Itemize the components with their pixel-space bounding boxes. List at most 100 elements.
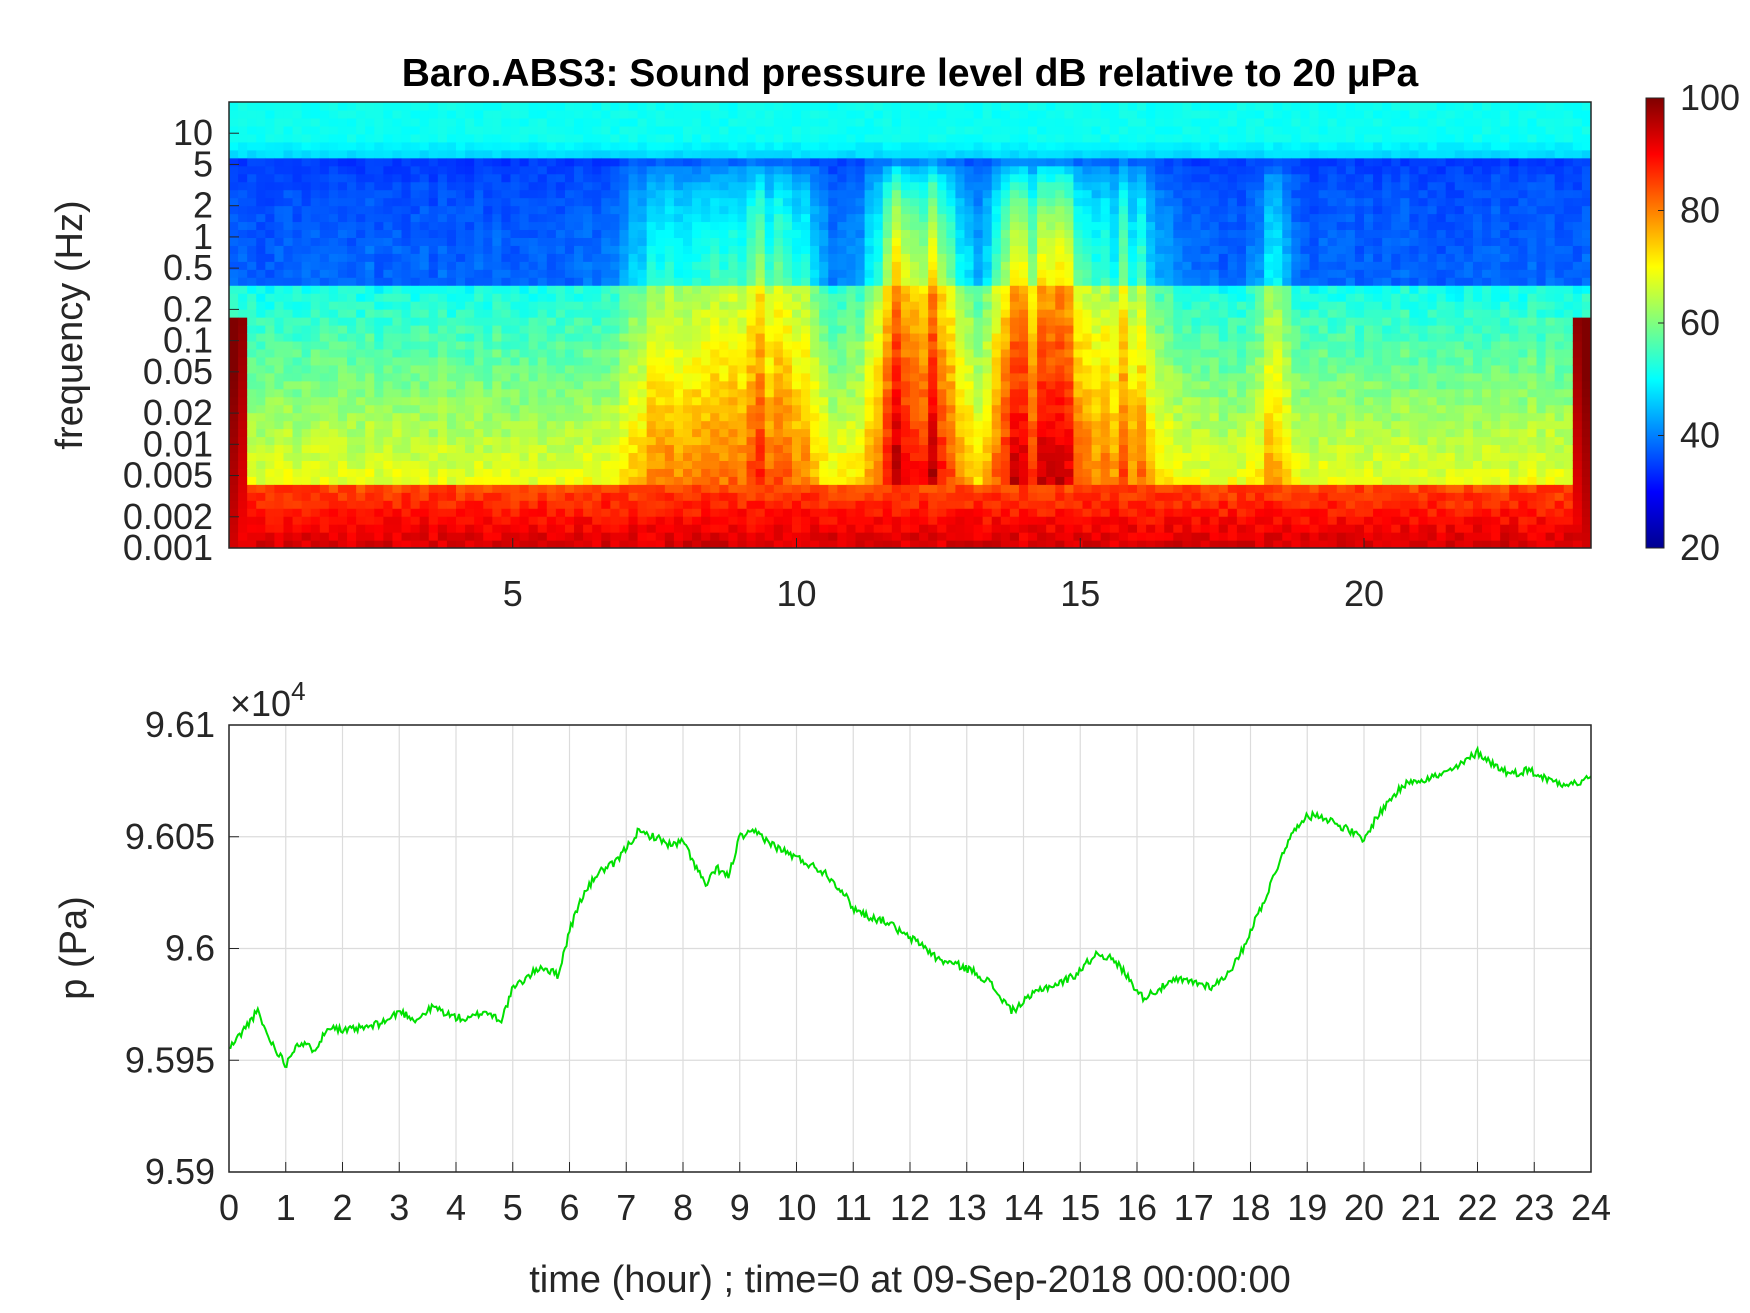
spectrogram-cell xyxy=(710,221,720,231)
spectrogram-cell xyxy=(791,149,802,159)
spectrogram-cell xyxy=(737,396,748,406)
spectrogram-cell xyxy=(537,500,548,509)
spectrogram-cell xyxy=(383,253,394,262)
spectrogram-cell xyxy=(637,181,648,191)
spectrogram-cell xyxy=(855,516,866,525)
spectrogram-cell xyxy=(574,245,584,254)
spectrogram-cell xyxy=(401,484,412,493)
spectrogram-cell xyxy=(728,348,739,358)
spectrogram-cell xyxy=(646,117,657,127)
spectrogram-cell xyxy=(737,412,748,422)
spectrogram-cell xyxy=(328,197,339,207)
spectrogram-cell xyxy=(1018,125,1029,135)
spectrogram-cell xyxy=(446,380,457,390)
spectrogram-cell xyxy=(319,125,330,135)
spectrogram-cell xyxy=(1000,309,1011,318)
spectrogram-cell xyxy=(365,197,375,207)
spectrogram-cell xyxy=(928,213,938,223)
spectrogram-cell xyxy=(347,141,357,151)
spectrogram-cell xyxy=(864,332,875,342)
spectrogram-cell xyxy=(592,125,602,135)
spectrogram-cell xyxy=(428,532,439,541)
spectrogram-cell xyxy=(991,277,1002,286)
spectrogram-cell xyxy=(864,102,875,111)
spectrogram-cell xyxy=(628,356,639,366)
spectrogram-cell xyxy=(628,348,639,358)
spectrogram-cell xyxy=(583,460,593,469)
spectrogram-cell xyxy=(692,309,702,318)
spectrogram-cell xyxy=(465,364,475,374)
spectrogram-cell xyxy=(664,117,675,127)
spectrogram-cell xyxy=(982,524,993,533)
spectrogram-cell xyxy=(410,253,421,262)
spectrogram-cell xyxy=(692,516,702,525)
spectrogram-cell xyxy=(374,340,384,350)
spectrogram-cell xyxy=(846,117,857,127)
spectrogram-cell xyxy=(1037,492,1047,501)
spectrogram-cell xyxy=(1018,165,1029,175)
spectrogram-cell xyxy=(764,102,775,111)
spectrogram-cell xyxy=(274,317,285,326)
spectrogram-cell xyxy=(791,412,802,422)
spectrogram-cell xyxy=(1028,436,1038,446)
spectrogram-cell xyxy=(510,348,521,358)
spectrogram-cell xyxy=(683,221,693,231)
spectrogram-cell xyxy=(692,301,702,310)
spectrogram-cell xyxy=(701,340,711,350)
spectrogram-cell xyxy=(347,197,357,207)
spectrogram-cell xyxy=(882,189,893,199)
spectrogram-cell xyxy=(855,508,866,517)
spectrogram-cell xyxy=(910,388,920,398)
spectrogram-cell xyxy=(882,340,893,350)
spectrogram-cell xyxy=(855,165,866,175)
spectrogram-cell xyxy=(592,364,602,374)
spectrogram-cell xyxy=(628,205,639,215)
spectrogram-cell xyxy=(855,229,866,238)
spectrogram-cell xyxy=(337,245,348,254)
spectrogram-cell xyxy=(910,301,920,310)
spectrogram-cell xyxy=(365,205,375,215)
spectrogram-cell xyxy=(928,468,938,477)
spectrogram-cell xyxy=(982,157,993,167)
spectrogram-cell xyxy=(637,436,648,446)
spectrogram-cell xyxy=(628,277,639,286)
spectrogram-cell xyxy=(546,173,557,183)
spectrogram-cell xyxy=(619,340,630,350)
spectrogram-cell xyxy=(973,388,984,398)
spectrogram-cell xyxy=(692,420,702,430)
spectrogram-cell xyxy=(555,205,566,215)
spectrogram-cell xyxy=(537,396,548,406)
spectrogram-cell xyxy=(619,117,630,127)
spectrogram-cell xyxy=(973,356,984,366)
spectrogram-cell xyxy=(710,444,720,454)
spectrogram-cell xyxy=(592,436,602,446)
spectrogram-cell xyxy=(955,245,966,254)
spectrogram-cell xyxy=(846,301,857,310)
spectrogram-cell xyxy=(728,492,739,501)
spectrogram-cell xyxy=(991,484,1002,493)
spectrogram-cell xyxy=(592,412,602,422)
spectrogram-cell xyxy=(710,102,720,111)
spectrogram-cell xyxy=(855,364,866,374)
spectrogram-cell xyxy=(574,269,584,278)
spectrogram-cell xyxy=(474,253,484,262)
spectrogram-cell xyxy=(456,221,466,231)
spectrogram-cell xyxy=(374,348,384,358)
spectrogram-cell xyxy=(328,325,339,334)
spectrogram-cell xyxy=(483,492,493,501)
spectrogram-cell xyxy=(637,492,648,501)
spectrogram-cell xyxy=(791,444,802,454)
spectrogram-cell xyxy=(782,141,793,151)
spectrogram-cell xyxy=(910,404,920,414)
spectrogram-cell xyxy=(855,484,866,493)
spectrogram-cell xyxy=(601,396,611,406)
spectrogram-cell xyxy=(982,508,993,517)
spectrogram-cell xyxy=(728,380,739,390)
spectrogram-cell xyxy=(964,229,975,238)
spectrogram-cell xyxy=(746,516,757,525)
spectrogram-cell xyxy=(982,356,993,366)
spectrogram-cell xyxy=(910,293,920,302)
spectrogram-cell xyxy=(828,468,838,477)
spectrogram-cell xyxy=(428,516,439,525)
spectrogram-cell xyxy=(964,213,975,223)
